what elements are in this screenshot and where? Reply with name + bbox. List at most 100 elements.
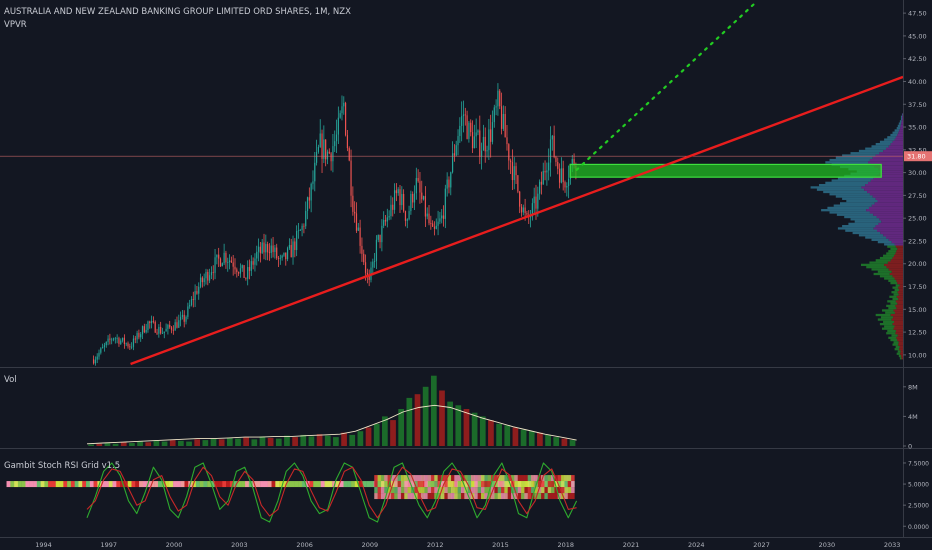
stoch-grid-band-segment — [233, 481, 238, 488]
vpvr-bar-down — [895, 300, 903, 303]
stoch-grid-block — [567, 487, 572, 494]
candle-body — [364, 262, 367, 273]
candle-body — [98, 352, 100, 357]
stoch-grid-block — [454, 487, 458, 494]
vpvr-bar-down — [899, 129, 903, 132]
volume-axis-label: 0 — [908, 443, 912, 451]
volume-bar — [259, 436, 266, 446]
candle-body — [218, 254, 220, 259]
candle-body — [484, 136, 486, 152]
stoch-grid-block — [551, 493, 555, 500]
volume-bar — [251, 439, 258, 446]
vpvr-bar-down — [902, 117, 903, 121]
price-axis-label: 12.50 — [908, 329, 927, 337]
vpvr-bar-up — [897, 350, 901, 353]
volume-bar — [488, 420, 494, 446]
stoch-grid-block — [491, 481, 495, 488]
vpvr-bar-up — [892, 343, 899, 346]
candle-body — [94, 359, 96, 364]
stoch-grid-block — [561, 487, 565, 494]
vpvr-bar-up — [894, 348, 900, 351]
stoch-grid-block — [407, 493, 412, 500]
stoch-pane-label[interactable]: Gambit Stoch RSI Grid v1.5 — [4, 461, 120, 471]
volume-axis-label: 8M — [908, 383, 918, 391]
stoch-grid-block — [471, 481, 475, 488]
vpvr-bar-down — [876, 215, 903, 219]
volume-bar — [471, 412, 478, 446]
stoch-grid-block — [464, 481, 468, 488]
stoch-grid-block — [554, 481, 558, 488]
vpvr-bar-up — [810, 186, 862, 189]
candle-body — [426, 213, 428, 217]
stoch-grid-block — [571, 481, 575, 488]
vpvr-bar-down — [871, 204, 903, 207]
stoch-grid-block — [491, 493, 495, 500]
vpvr-bar-up — [893, 341, 899, 344]
vpvr-indicator-label[interactable]: VPVR — [4, 20, 27, 30]
volume-pane-label[interactable]: Vol — [4, 375, 17, 385]
vpvr-bar-down — [895, 304, 903, 308]
candle-body — [334, 141, 336, 147]
candle-body — [279, 257, 281, 259]
vpvr-bar-down — [892, 322, 903, 326]
candle-body — [245, 277, 247, 279]
candle-body — [544, 170, 546, 173]
stoch-grid-block — [517, 481, 522, 488]
stoch-grid-block — [404, 481, 408, 488]
candle-body — [330, 153, 332, 162]
stoch-grid-block — [504, 487, 508, 494]
candle-body — [156, 332, 158, 334]
candle-body — [495, 106, 497, 108]
stoch-grid-block — [384, 475, 388, 482]
stoch-grid-block — [457, 493, 462, 500]
volume-bar — [333, 437, 339, 446]
candle-body — [205, 271, 207, 279]
candle-body — [395, 190, 397, 194]
vpvr-bar-down — [889, 272, 903, 276]
candle-body — [236, 269, 238, 273]
candle-body — [408, 211, 410, 220]
stoch-grid-block — [521, 493, 525, 500]
candle-body — [422, 196, 425, 200]
vpvr-bar-down — [893, 316, 903, 319]
stoch-grid-block — [494, 493, 498, 500]
stoch-grid-block — [481, 475, 485, 482]
candle-body — [345, 102, 347, 136]
volume-bar — [382, 416, 388, 446]
vpvr-bar-down — [879, 152, 903, 155]
stoch-grid-block — [384, 487, 388, 494]
support-trendline[interactable] — [130, 75, 903, 366]
stoch-grid-band-segment — [218, 481, 223, 488]
candle-body — [520, 206, 523, 213]
volume-bar — [569, 440, 576, 446]
vpvr-bar-up — [888, 336, 897, 339]
candle-body — [571, 159, 573, 166]
candle-body — [375, 239, 378, 262]
stoch-grid-block — [571, 487, 575, 494]
stoch-grid-block — [374, 475, 378, 482]
stoch-grid-band-segment — [256, 481, 261, 488]
candle-body — [230, 260, 232, 263]
vpvr-bar-down — [868, 161, 903, 164]
projection-dotted-line[interactable] — [575, 1, 757, 171]
stoch-grid-block — [450, 493, 455, 500]
support-zone-rectangle[interactable] — [569, 163, 882, 178]
stoch-grid-block — [430, 475, 435, 482]
stoch-grid-band-segment — [6, 481, 11, 488]
vpvr-bar-down — [890, 259, 903, 262]
vpvr-bar-up — [888, 250, 897, 253]
candle-body — [500, 106, 503, 129]
candle-body — [265, 244, 267, 253]
stoch-grid-block — [424, 475, 428, 482]
price-axis-label: 17.50 — [908, 283, 927, 291]
stoch-grid-block — [507, 475, 512, 482]
candle-body — [433, 226, 436, 229]
candle-body — [397, 189, 399, 194]
candle-body — [539, 181, 541, 194]
vpvr-bar-up — [877, 240, 892, 244]
stoch-grid-block — [537, 493, 542, 500]
stoch-grid-block — [407, 475, 412, 482]
candle-body — [140, 334, 142, 338]
stoch-grid-block — [404, 475, 408, 482]
